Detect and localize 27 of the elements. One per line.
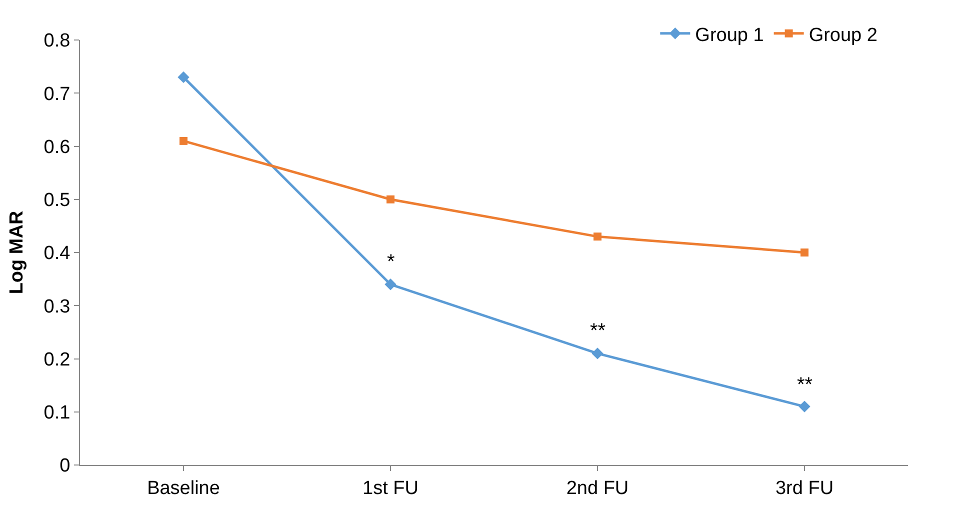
y-tick-label: 0.3 xyxy=(44,296,70,318)
point xyxy=(798,400,810,412)
point xyxy=(178,71,190,84)
y-tick-label: 0.7 xyxy=(44,84,70,105)
x-tick-label: 3rd FU xyxy=(775,478,834,499)
point xyxy=(594,232,602,241)
y-tick-label: 0.5 xyxy=(44,190,70,212)
annotation: * xyxy=(387,251,395,273)
x-tick-label: 2nd FU xyxy=(566,478,629,499)
y-tick-label: 0.4 xyxy=(44,243,71,264)
point xyxy=(592,348,604,360)
y-tick-label: 0.1 xyxy=(44,402,70,424)
point xyxy=(180,136,188,145)
x-tick-label: 1st FU xyxy=(362,478,418,499)
x-tick-label: Baseline xyxy=(147,478,220,499)
point xyxy=(800,248,808,256)
point xyxy=(384,278,396,290)
annotation: ** xyxy=(797,374,813,396)
legend-label: Group 1 xyxy=(695,24,764,46)
y-tick-label: 0.8 xyxy=(44,30,70,52)
y-tick-label: 0.6 xyxy=(44,136,70,158)
legend-label: Group 2 xyxy=(808,24,878,46)
y-axis-title: Log MAR xyxy=(6,210,28,294)
point xyxy=(386,195,394,204)
annotation: ** xyxy=(590,320,606,342)
y-tick-label: 0 xyxy=(60,456,70,477)
y-tick-label: 0.2 xyxy=(44,349,70,370)
